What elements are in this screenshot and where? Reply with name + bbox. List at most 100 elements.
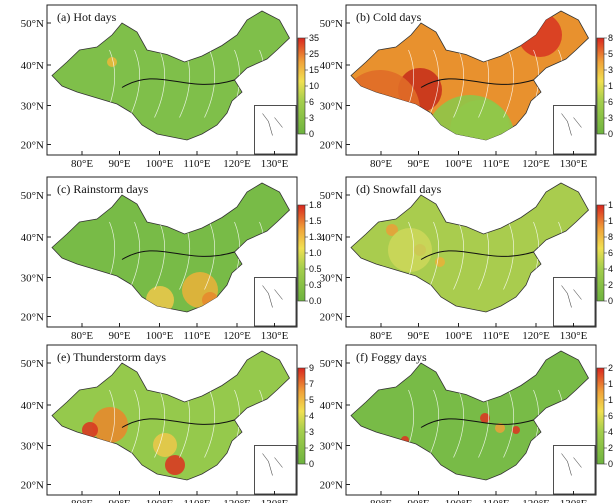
- province-border: [154, 389, 166, 458]
- value-field: [107, 57, 174, 140]
- panel-title: (e) Thunderstorm days: [57, 350, 166, 364]
- colorbar-label: 2: [608, 443, 613, 453]
- value-spot: [165, 455, 185, 475]
- lon-label: 130°E: [261, 498, 289, 503]
- lat-label: 40°N: [320, 60, 343, 72]
- inset-map: [254, 445, 297, 495]
- province-border: [503, 221, 515, 290]
- colorbar-label: 6: [608, 97, 613, 107]
- inset-map: [553, 277, 596, 327]
- lat-label: 40°N: [21, 60, 44, 72]
- province-border: [154, 221, 166, 290]
- lat-label: 20°N: [320, 480, 343, 492]
- colorbar-label: 0: [309, 459, 314, 469]
- colorbar: [297, 367, 306, 465]
- province-border: [129, 49, 141, 118]
- panel-title: (d) Snowfall days: [356, 182, 442, 196]
- panel-c: (c) Rainstorm days 50°N 40°N 30°N 20°N 80°E 90…: [21, 176, 322, 342]
- colorbar-label: 1.3: [309, 232, 322, 242]
- lon-label: 120°E: [522, 330, 550, 342]
- lon-label: 120°E: [522, 158, 550, 170]
- province-border: [204, 389, 216, 458]
- china-landmass: [350, 182, 589, 313]
- province-border: [129, 389, 141, 458]
- province-border: [154, 49, 166, 118]
- lon-label: 130°E: [560, 158, 588, 170]
- value-spot: [425, 95, 515, 140]
- colorbar-label: 2: [309, 443, 314, 453]
- lon-label: 110°E: [482, 330, 509, 342]
- lon-label: 100°E: [146, 498, 174, 503]
- colorbar-label: 1.5: [309, 216, 322, 226]
- china-landmass: [350, 350, 589, 481]
- inset-map: [553, 105, 596, 155]
- inset-map: [254, 105, 297, 155]
- lon-label: 90°E: [108, 330, 130, 342]
- lat-label: 20°N: [320, 140, 343, 152]
- river-line: [420, 78, 534, 88]
- province-border: [428, 389, 440, 458]
- lat-label: 30°N: [320, 273, 343, 285]
- colorbar: [297, 37, 306, 135]
- lat-label: 40°N: [320, 400, 343, 412]
- inset-map: [553, 445, 596, 495]
- lat-label: 40°N: [21, 400, 44, 412]
- value-spot: [495, 423, 505, 433]
- china-landmass: [51, 350, 290, 481]
- colorbar-label: 8: [608, 232, 613, 242]
- colorbar-label: 6: [608, 248, 613, 258]
- lat-label: 50°N: [320, 190, 343, 202]
- inset-outline: [561, 285, 582, 308]
- lon-label: 80°E: [370, 158, 392, 170]
- value-spot: [92, 407, 128, 443]
- province-border: [428, 49, 440, 118]
- colorbar-label: 3: [309, 427, 314, 437]
- colorbar-label: 4: [608, 427, 613, 437]
- lon-label: 90°E: [407, 498, 429, 503]
- colorbar-label: 0: [608, 129, 613, 139]
- panel-title: (c) Rainstorm days: [57, 182, 149, 196]
- lon-label: 120°E: [223, 158, 251, 170]
- panel-f: (f) Foggy days 50°N 40°N 30°N 20°N 80°E 90°E 10…: [320, 344, 613, 503]
- colorbar-label: 25: [309, 49, 319, 59]
- colorbar-label: 4: [608, 264, 613, 274]
- lon-label: 130°E: [261, 330, 289, 342]
- colorbar-label: 0: [309, 129, 314, 139]
- lat-label: 50°N: [320, 358, 343, 370]
- province-border: [453, 49, 465, 118]
- colorbar-label: 3: [309, 113, 314, 123]
- colorbar-label: 0: [608, 296, 613, 306]
- lon-label: 90°E: [407, 158, 429, 170]
- value-spot: [386, 224, 398, 236]
- lon-label: 80°E: [370, 330, 392, 342]
- colorbar-label: 10: [309, 81, 319, 91]
- lon-label: 110°E: [183, 158, 210, 170]
- value-spot: [82, 422, 98, 438]
- inset-outline: [262, 453, 283, 476]
- lat-label: 30°N: [21, 273, 44, 285]
- lon-label: 110°E: [183, 330, 210, 342]
- colorbar-label: 1.8: [309, 200, 322, 210]
- colorbar-label: 7: [309, 379, 314, 389]
- river-line: [121, 418, 235, 428]
- province-border: [428, 221, 440, 290]
- lon-label: 110°E: [183, 498, 210, 503]
- lat-label: 40°N: [320, 232, 343, 244]
- lon-label: 130°E: [261, 158, 289, 170]
- province-border: [453, 221, 465, 290]
- inset-map: [254, 277, 297, 327]
- colorbar-label: 2: [608, 280, 613, 290]
- lon-label: 90°E: [108, 498, 130, 503]
- lon-label: 80°E: [370, 498, 392, 503]
- value-spot: [435, 257, 445, 267]
- colorbar-label: 6: [309, 97, 314, 107]
- colorbar-label: 9: [309, 363, 314, 373]
- colorbar-label: 12: [608, 200, 613, 210]
- value-spot: [153, 433, 177, 457]
- colorbar-label: 3: [608, 113, 613, 123]
- panel-title: (b) Cold days: [356, 10, 422, 24]
- lon-label: 80°E: [71, 498, 93, 503]
- colorbar-label: 10: [608, 216, 613, 226]
- province-border: [503, 49, 515, 118]
